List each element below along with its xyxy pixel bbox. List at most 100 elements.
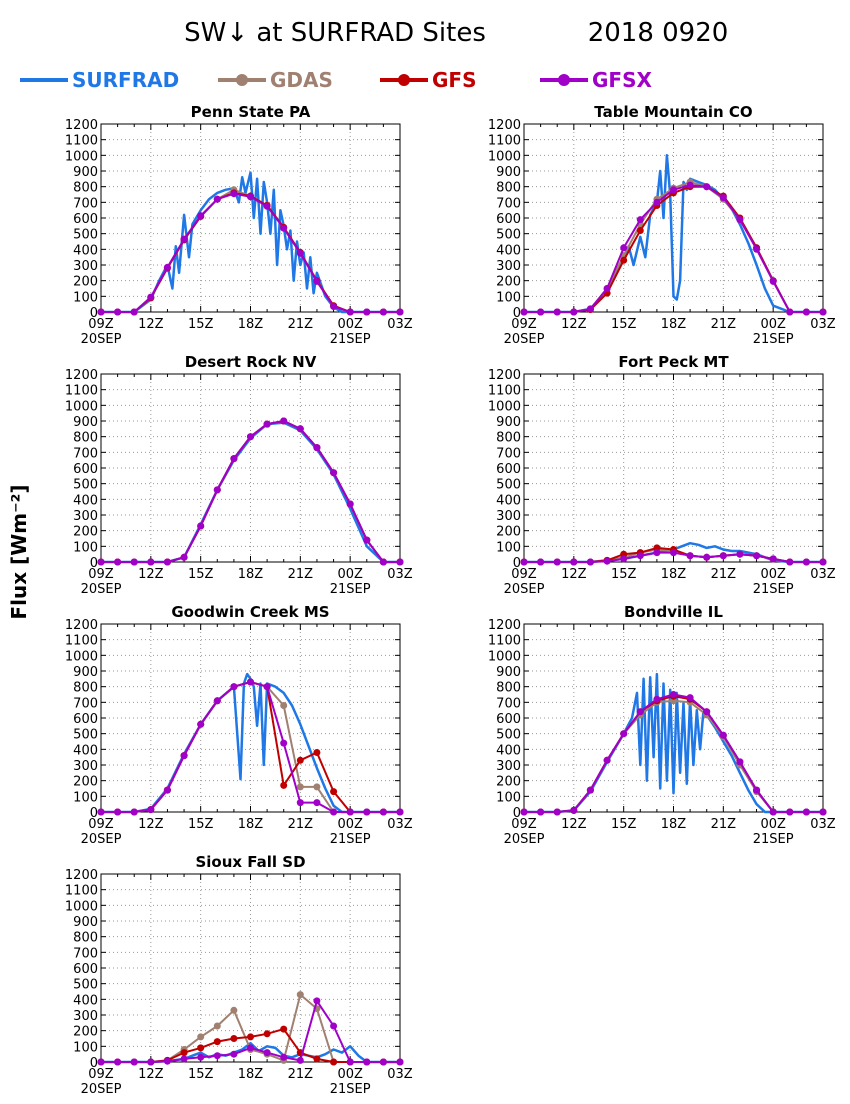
y-tick-label: 900 xyxy=(73,915,98,930)
data-point-gfs xyxy=(313,749,321,756)
data-point-gfsx xyxy=(180,553,188,561)
data-point-gfsx xyxy=(296,1056,304,1064)
x-tick-label: 18Z xyxy=(238,1067,264,1082)
y-tick-label: 800 xyxy=(73,931,98,946)
data-point-gfsx xyxy=(686,552,694,560)
data-point-gfsx xyxy=(230,1050,238,1058)
y-tick-label: 700 xyxy=(73,446,98,461)
data-point-gfsx xyxy=(313,799,321,807)
x-tick-label: 15Z xyxy=(188,1067,214,1082)
series-line-surfrad xyxy=(101,672,400,814)
y-tick-label: 800 xyxy=(496,181,521,196)
data-point-gfsx xyxy=(736,216,744,224)
x-tick-label: 00Z xyxy=(337,817,363,832)
data-point-gfsx xyxy=(686,181,694,189)
x-tick-label: 12Z xyxy=(138,567,164,582)
y-tick-label: 0 xyxy=(513,556,521,571)
data-point-gfsx xyxy=(769,555,777,563)
data-point-gfsx xyxy=(114,808,122,816)
data-point-gfsx xyxy=(280,417,288,425)
x-tick-label: 21Z xyxy=(288,567,314,582)
y-tick-label: 100 xyxy=(496,290,521,305)
data-point-gfsx xyxy=(147,1058,155,1066)
data-point-gfsx xyxy=(197,522,205,530)
y-tick-label: 1000 xyxy=(65,399,98,414)
y-tick-label: 200 xyxy=(496,775,521,790)
y-tick-label: 600 xyxy=(73,462,98,477)
y-tick-label: 1200 xyxy=(65,118,98,133)
data-point-gfsx xyxy=(363,1058,371,1066)
data-point-gfsx xyxy=(537,308,545,316)
panel-6: 0100200300400500600700800900100011001200… xyxy=(488,603,836,847)
data-point-gfsx xyxy=(130,308,138,316)
data-point-gfsx xyxy=(97,308,105,316)
y-tick-label: 900 xyxy=(73,165,98,180)
series-line-surfrad xyxy=(101,171,400,314)
data-point-gfsx xyxy=(786,558,794,566)
y-tick-label: 400 xyxy=(73,743,98,758)
data-point-gfsx xyxy=(753,552,761,560)
data-point-gfsx xyxy=(686,694,694,702)
y-tick-label: 200 xyxy=(73,525,98,540)
y-tick-label: 0 xyxy=(90,306,98,321)
x-tick-label: 09Z xyxy=(88,567,114,582)
y-tick-label: 200 xyxy=(73,1025,98,1040)
x-tick-label: 03Z xyxy=(387,817,413,832)
y-tick-label: 500 xyxy=(73,228,98,243)
data-point-gfsx xyxy=(379,308,387,316)
data-point-gfsx xyxy=(247,433,254,441)
x-tick-label: 03Z xyxy=(387,317,413,332)
legend-label: GFS xyxy=(432,68,476,92)
y-tick-label: 400 xyxy=(496,243,521,258)
data-point-gfsx xyxy=(769,808,777,816)
data-point-gfsx xyxy=(603,756,611,764)
data-point-gfsx xyxy=(346,308,354,316)
x-tick-label: 03Z xyxy=(810,817,836,832)
y-tick-label: 500 xyxy=(73,978,98,993)
x-tick-label: 21Z xyxy=(288,1067,314,1082)
x-tick-label: 15Z xyxy=(611,817,637,832)
data-point-gfsx xyxy=(719,552,727,560)
y-tick-label: 700 xyxy=(73,696,98,711)
x-tick-label: 21Z xyxy=(288,317,314,332)
data-point-gfsx xyxy=(753,786,761,794)
y-tick-label: 100 xyxy=(73,790,98,805)
y-tick-label: 500 xyxy=(73,728,98,743)
data-point-gfsx xyxy=(363,308,371,316)
data-point-gfsx xyxy=(620,555,628,563)
y-tick-label: 1100 xyxy=(488,134,521,149)
x-tick-label: 09Z xyxy=(511,317,537,332)
data-point-gfsx xyxy=(736,550,744,558)
data-point-gfsx xyxy=(114,308,122,316)
data-point-gfsx xyxy=(163,558,171,566)
date-label: 21SEP xyxy=(753,582,794,597)
legend: SURFRAD GDAS GFS GFSX xyxy=(20,68,652,92)
y-tick-label: 400 xyxy=(496,743,521,758)
y-tick-label: 1100 xyxy=(65,134,98,149)
x-tick-label: 00Z xyxy=(337,1067,363,1082)
date-label: 20SEP xyxy=(504,832,545,847)
data-point-gfsx xyxy=(802,308,810,316)
y-tick-label: 1000 xyxy=(488,149,521,164)
x-tick-label: 12Z xyxy=(561,817,587,832)
data-point-gfsx xyxy=(213,195,221,203)
data-point-gfsx xyxy=(786,808,794,816)
data-point-gfsx xyxy=(553,808,561,816)
y-tick-label: 200 xyxy=(73,275,98,290)
y-tick-label: 400 xyxy=(73,243,98,258)
data-point-gfsx xyxy=(653,549,661,557)
data-point-gdas xyxy=(313,783,321,791)
data-point-gfsx xyxy=(819,308,827,316)
x-tick-label: 00Z xyxy=(760,317,786,332)
data-point-gdas xyxy=(197,1033,205,1041)
y-tick-label: 1000 xyxy=(65,149,98,164)
data-point-gfsx xyxy=(636,708,644,716)
y-tick-label: 1200 xyxy=(488,118,521,133)
panel-title: Goodwin Creek MS xyxy=(171,603,329,621)
data-point-gfsx xyxy=(769,277,777,285)
data-point-gfs xyxy=(263,1030,271,1038)
data-point-gfsx xyxy=(247,1044,254,1052)
data-point-gfsx xyxy=(330,808,338,816)
data-point-gfsx xyxy=(396,1058,404,1066)
